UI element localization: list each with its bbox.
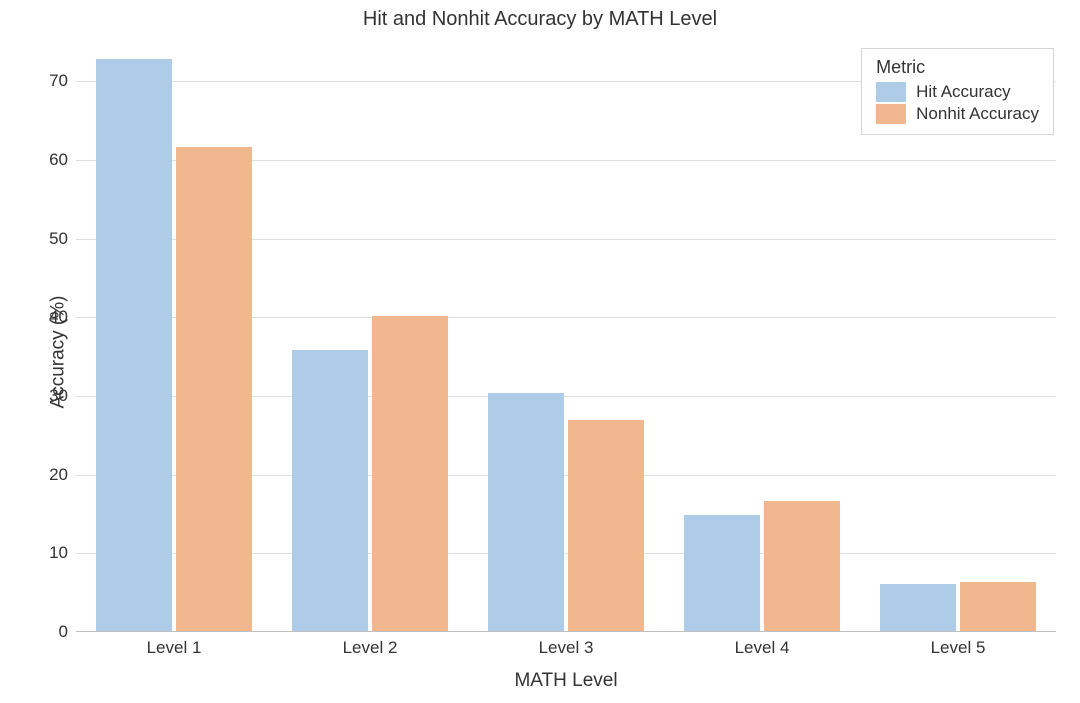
y-tick-label: 20	[18, 465, 68, 485]
chart-title: Hit and Nonhit Accuracy by MATH Level	[0, 8, 1080, 31]
bar	[568, 420, 644, 631]
legend-box: Metric Hit Accuracy Nonhit Accuracy	[861, 48, 1054, 135]
x-tick-label: Level 1	[147, 638, 202, 658]
legend-swatch	[876, 104, 906, 124]
y-tick-label: 0	[18, 622, 68, 642]
bar	[488, 393, 564, 631]
y-tick-label: 50	[18, 229, 68, 249]
x-axis-label: MATH Level	[76, 670, 1056, 692]
bar	[684, 515, 760, 631]
chart-container: Hit and Nonhit Accuracy by MATH Level Ac…	[0, 0, 1080, 703]
bar	[880, 584, 956, 631]
y-tick-label: 60	[18, 150, 68, 170]
legend-label: Nonhit Accuracy	[916, 104, 1039, 124]
bar	[176, 147, 252, 631]
bar	[372, 316, 448, 631]
x-tick-label: Level 2	[343, 638, 398, 658]
legend-item: Hit Accuracy	[876, 82, 1039, 102]
bar	[292, 350, 368, 631]
bar	[960, 582, 1036, 631]
x-tick-label: Level 4	[735, 638, 790, 658]
y-tick-label: 30	[18, 386, 68, 406]
x-tick-label: Level 5	[931, 638, 986, 658]
y-tick-label: 70	[18, 71, 68, 91]
legend-title: Metric	[876, 57, 1039, 78]
legend-item: Nonhit Accuracy	[876, 104, 1039, 124]
bar	[764, 501, 840, 631]
bar	[96, 59, 172, 631]
legend-swatch	[876, 82, 906, 102]
y-tick-label: 40	[18, 307, 68, 327]
y-tick-label: 10	[18, 543, 68, 563]
legend-label: Hit Accuracy	[916, 82, 1010, 102]
x-tick-label: Level 3	[539, 638, 594, 658]
